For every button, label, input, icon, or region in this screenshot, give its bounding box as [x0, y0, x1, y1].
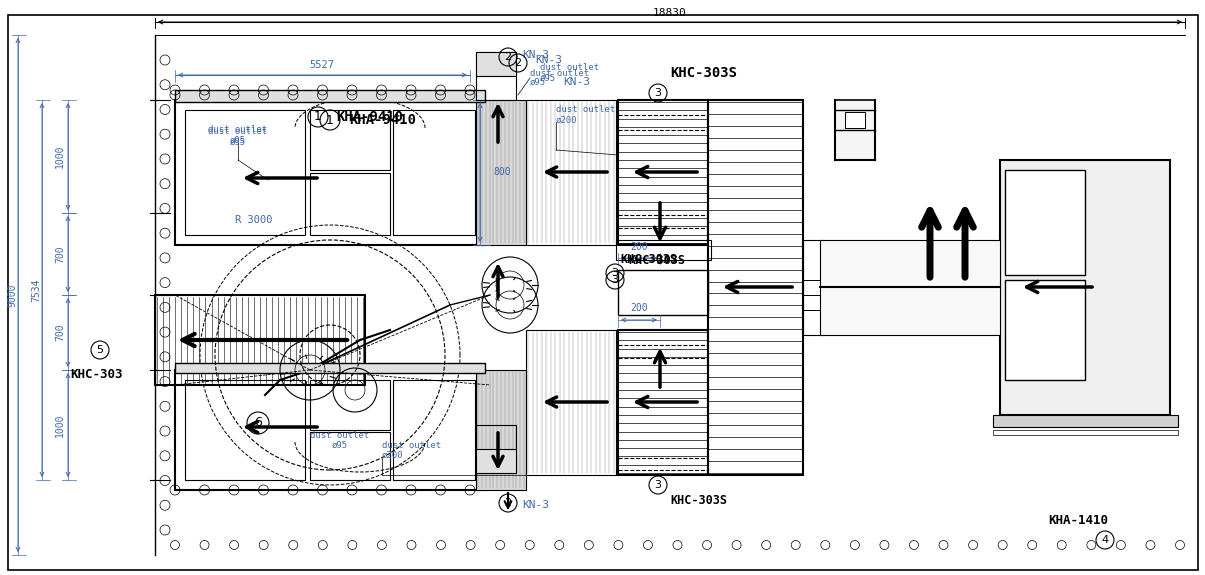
Bar [1000, 160, 1170, 415]
Bar [618, 100, 709, 245]
Text: ø95: ø95 [230, 136, 246, 144]
Bar [527, 330, 616, 475]
Bar [527, 100, 616, 245]
Text: 5527: 5527 [310, 60, 335, 70]
Text: 6: 6 [254, 416, 261, 430]
Bar [709, 100, 803, 475]
Text: KHC-303S: KHC-303S [621, 253, 677, 266]
Bar [186, 110, 305, 235]
Text: KN-3: KN-3 [522, 50, 549, 60]
Text: dust outlet: dust outlet [382, 440, 441, 450]
Text: ø95: ø95 [230, 137, 246, 147]
Text: 1: 1 [327, 113, 334, 126]
Bar [476, 52, 516, 76]
Text: 3: 3 [611, 268, 618, 278]
Bar [845, 112, 865, 128]
Text: KHA-9410: KHA-9410 [336, 110, 402, 124]
Bar [616, 240, 711, 260]
Text: ø95: ø95 [540, 74, 557, 82]
Text: dust outlet: dust outlet [556, 105, 615, 114]
Bar [1005, 280, 1084, 380]
Bar [993, 415, 1178, 427]
Text: 3: 3 [654, 480, 662, 490]
Text: KHC-303: KHC-303 [70, 369, 123, 381]
Text: 700: 700 [55, 245, 65, 263]
Bar [175, 363, 484, 373]
Text: 3: 3 [611, 275, 618, 285]
Text: ø95: ø95 [530, 78, 546, 86]
Text: KN-3: KN-3 [563, 77, 590, 87]
Text: 1000: 1000 [55, 413, 65, 437]
Text: 2: 2 [515, 58, 522, 68]
Bar [155, 295, 365, 385]
Text: 2: 2 [505, 498, 512, 508]
Text: 2: 2 [505, 52, 512, 62]
Bar [310, 110, 390, 170]
Bar [175, 370, 484, 490]
Bar [310, 380, 390, 430]
Text: 4: 4 [1101, 535, 1109, 545]
Text: KHC-303S: KHC-303S [628, 254, 684, 266]
Text: 3: 3 [654, 88, 662, 98]
Text: 1: 1 [315, 110, 322, 124]
Bar [186, 380, 305, 480]
Text: 200: 200 [630, 242, 648, 252]
Text: KHA-9410: KHA-9410 [349, 113, 416, 127]
Bar [618, 270, 709, 315]
Text: 200: 200 [630, 303, 648, 313]
Bar [310, 173, 390, 235]
Bar [819, 240, 1000, 335]
Text: ø200: ø200 [556, 116, 577, 125]
Text: KN-3: KN-3 [522, 500, 549, 510]
Text: 700: 700 [55, 323, 65, 341]
Bar [476, 52, 516, 100]
Text: 5: 5 [96, 345, 104, 355]
Text: 800: 800 [493, 167, 511, 177]
Text: KHA-1410: KHA-1410 [1048, 513, 1109, 527]
Bar [393, 380, 475, 480]
Bar [393, 110, 475, 235]
Bar [175, 100, 484, 245]
Bar [476, 100, 527, 245]
Text: KHC-303S: KHC-303S [670, 66, 737, 80]
Bar [476, 370, 527, 490]
Text: ø95: ø95 [331, 440, 348, 450]
Text: 9000: 9000 [7, 283, 17, 306]
Text: KN-3: KN-3 [535, 55, 562, 65]
Text: 1000: 1000 [55, 144, 65, 168]
Text: dust outlet: dust outlet [311, 431, 370, 439]
Bar [835, 100, 875, 160]
Bar [175, 90, 484, 102]
Bar [618, 330, 709, 475]
Text: 18830: 18830 [653, 8, 687, 18]
Bar [476, 449, 516, 473]
Bar [1005, 170, 1084, 275]
Bar [476, 425, 516, 473]
Text: dust outlet: dust outlet [208, 128, 268, 136]
Bar [993, 430, 1178, 435]
Bar [803, 240, 823, 335]
Text: dust outlet: dust outlet [540, 63, 599, 72]
Text: dust outlet: dust outlet [530, 68, 589, 78]
Text: dust outlet: dust outlet [208, 125, 268, 135]
Bar [310, 432, 390, 480]
Text: R 3000: R 3000 [235, 215, 272, 225]
Text: ø200: ø200 [382, 450, 404, 459]
Text: KHC-303S: KHC-303S [670, 493, 727, 507]
Text: 7534: 7534 [31, 278, 41, 302]
